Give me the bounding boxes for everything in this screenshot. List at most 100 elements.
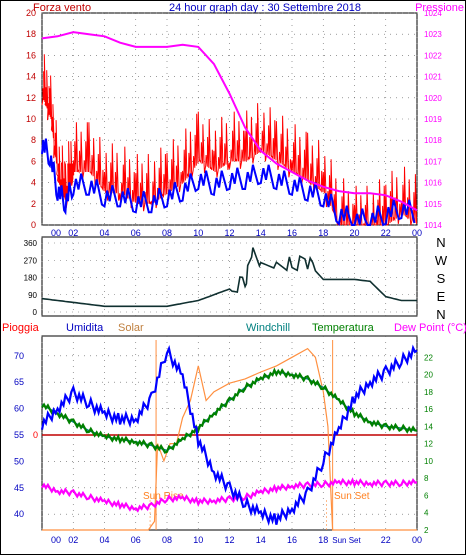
pressure-y-tick-label: 1020 xyxy=(424,94,442,103)
wind-x-tick-label: 18 xyxy=(318,228,328,238)
wind-x-tick-label: 04 xyxy=(99,228,109,238)
legend-umidita: Umidita xyxy=(66,322,104,334)
wind-y-tick-label: 0 xyxy=(31,220,36,230)
wind-y-tick-label: 6 xyxy=(31,156,36,166)
humidity-y-tick-label: 50 xyxy=(14,456,24,466)
temperature-y-tick-label: 2 xyxy=(424,526,429,535)
wind-x-tick-label: 20 xyxy=(349,228,359,238)
wind-x-tick-label: 16 xyxy=(287,228,297,238)
solar-line xyxy=(42,347,417,531)
pressure-y-tick-label: 1023 xyxy=(424,30,442,39)
temperature-line xyxy=(41,367,418,454)
wind-y-tick-label: 18 xyxy=(26,29,36,39)
direction-letter-w: W xyxy=(435,253,448,268)
temp-x-tick-label: 06 xyxy=(131,535,141,545)
legend-pioggia: Pioggia xyxy=(2,322,40,334)
wind-x-tick-label: 06 xyxy=(131,228,141,238)
rain-axis-label: 0 xyxy=(33,430,38,440)
temp-x-tick-label: 22 xyxy=(381,535,391,545)
wind-y-tick-label: 10 xyxy=(26,114,36,124)
wind-axis-title: Forza vento xyxy=(33,2,91,14)
humidity-y-tick-label: 55 xyxy=(14,430,24,440)
humidity-line xyxy=(40,344,418,526)
temperature-y-tick-label: 12 xyxy=(424,440,433,449)
wind-y-tick-label: 16 xyxy=(26,50,36,60)
pressure-y-tick-label: 1016 xyxy=(424,179,442,188)
pressure-y-tick-label: 1019 xyxy=(424,115,442,124)
pressure-y-tick-label: 1024 xyxy=(424,9,442,18)
temperature-y-tick-label: 22 xyxy=(424,353,433,362)
temp-x-tick-label: 14 xyxy=(256,535,266,545)
temp-x-tick-label: 04 xyxy=(99,535,109,545)
wind-x-tick-label: 00 xyxy=(412,228,422,238)
humidity-y-tick-label: 65 xyxy=(14,377,24,387)
sunset-annotation: Sun Set xyxy=(334,491,370,502)
wind-y-tick-label: 12 xyxy=(26,93,36,103)
temperature-y-tick-label: 20 xyxy=(424,371,433,380)
legend-dewpoint: Dew Point (°C) xyxy=(394,322,466,334)
wind-x-tick-label: 08 xyxy=(162,228,172,238)
direction-letter-e: E xyxy=(437,289,446,304)
pressure-y-tick-label: 1017 xyxy=(424,157,442,166)
direction-letter-n1: N xyxy=(436,235,445,250)
temperature-y-tick-label: 16 xyxy=(424,405,433,414)
temp-x-tick-label: 00 xyxy=(412,535,422,545)
wind-y-tick-label: 8 xyxy=(31,135,36,145)
wind-y-tick-label: 4 xyxy=(31,178,36,188)
temperature-y-tick-label: 14 xyxy=(424,422,433,431)
direction-y-tick-label: 180 xyxy=(24,274,38,283)
wind-direction-line xyxy=(41,247,417,308)
pressure-y-tick-label: 1021 xyxy=(424,73,442,82)
pressure-y-tick-label: 1018 xyxy=(424,136,442,145)
legend-solar: Solar xyxy=(118,322,144,334)
temperature-chart: 40 45 50 55 60 65 70 2 4 6 8 10 12 14 16 18 20 22 00 02 04 06… xyxy=(14,336,433,545)
temp-x-tick-label: 00 xyxy=(51,535,61,545)
temperature-y-tick-label: 18 xyxy=(424,388,433,397)
wind-x-tick-label: 12 xyxy=(224,228,234,238)
temperature-y-tick-label: 10 xyxy=(424,457,433,466)
temp-x-tick-label: 18 xyxy=(318,535,328,545)
direction-y-tick-label: 90 xyxy=(28,291,37,300)
direction-chart: 0 90 180 270 360 xyxy=(24,237,418,317)
pressure-y-tick-label: 1022 xyxy=(424,51,442,60)
sunrise-annotation: Sun Rise xyxy=(143,491,184,502)
direction-y-tick-label: 270 xyxy=(24,256,38,265)
temperature-y-tick-label: 8 xyxy=(424,474,429,483)
pressure-y-tick-label: 1015 xyxy=(424,200,442,209)
temp-x-tick-label: 08 xyxy=(162,535,172,545)
wind-y-tick-label: 2 xyxy=(31,199,36,209)
direction-letter-n2: N xyxy=(436,307,445,322)
wind-x-tick-label: 02 xyxy=(68,228,78,238)
direction-letter-s: S xyxy=(437,271,446,286)
wind-x-tick-label: 14 xyxy=(256,228,266,238)
humidity-y-tick-label: 70 xyxy=(14,351,24,361)
temperature-y-tick-label: 6 xyxy=(424,491,429,500)
pressure-line xyxy=(41,31,418,212)
temperature-y-tick-label: 4 xyxy=(424,509,429,518)
temp-x-tick-label: 02 xyxy=(68,535,78,545)
direction-y-tick-label: 360 xyxy=(24,239,38,248)
humidity-y-tick-label: 45 xyxy=(14,483,24,493)
dewpoint-line xyxy=(41,477,418,513)
humidity-y-tick-label: 40 xyxy=(14,509,24,519)
chart-title: 24 hour graph day : 30 Settembre 2018 xyxy=(169,2,361,14)
temp-x-tick-label: Sun Set xyxy=(332,536,361,545)
direction-y-tick-label: 0 xyxy=(33,308,38,317)
temp-x-tick-label: 12 xyxy=(224,535,234,545)
wind-x-tick-label: 22 xyxy=(381,228,391,238)
pressure-y-tick-label: 1014 xyxy=(424,221,442,230)
wind-y-tick-label: 20 xyxy=(26,8,36,18)
humidity-y-tick-label: 60 xyxy=(14,404,24,414)
wind-x-tick-label: 10 xyxy=(193,228,203,238)
temp-x-tick-label: 10 xyxy=(193,535,203,545)
pressure-axis-title: Pressione xyxy=(415,2,464,14)
wind-y-tick-label: 14 xyxy=(26,72,36,82)
wind-average-line xyxy=(41,138,416,227)
legend-temperatura: Temperatura xyxy=(312,322,375,334)
wind-x-tick-label: 00 xyxy=(51,228,61,238)
wind-speed-line xyxy=(41,54,418,227)
temp-x-tick-label: 16 xyxy=(287,535,297,545)
